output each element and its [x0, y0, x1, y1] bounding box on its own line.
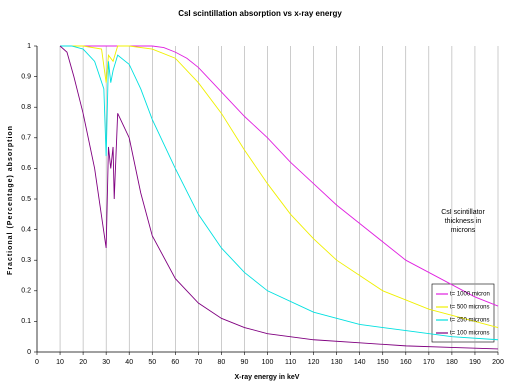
y-tick-label: 0.7: [21, 135, 31, 142]
x-tick-label: 110: [285, 359, 296, 366]
series-line: [59, 45, 499, 350]
x-tick-label: 80: [218, 359, 226, 366]
x-tick-label: 140: [354, 359, 366, 366]
x-tick-label: 30: [102, 359, 110, 366]
x-tick-label: 130: [331, 359, 343, 366]
x-axis-label: X-ray energy in keV: [235, 374, 300, 381]
x-tick-label: 10: [56, 359, 64, 366]
y-tick-label: 0: [27, 349, 31, 356]
y-tick-label: 0.2: [21, 288, 31, 295]
legend-label: t= 100 microns: [450, 331, 490, 337]
y-tick-label: 0.3: [21, 257, 31, 264]
x-tick-label: 160: [400, 359, 412, 366]
x-tick-label: 60: [171, 359, 179, 366]
x-tick-label: 170: [423, 359, 435, 366]
x-tick-label: 40: [125, 359, 133, 366]
x-tick-label: 100: [262, 359, 274, 366]
x-tick-label: 200: [492, 359, 504, 366]
series-line: [60, 45, 499, 307]
legend-label: t= 500 microns: [450, 305, 490, 311]
legend-title: CsI scintillator thickness in microns: [441, 209, 485, 234]
y-tick-label: 1: [27, 43, 31, 50]
y-axis-label: Fractional (Percentage) absorption: [7, 125, 14, 275]
series-line: [60, 45, 499, 328]
x-tick-label: 90: [241, 359, 249, 366]
x-tick-label: 190: [469, 359, 481, 366]
y-tick-label: 0.4: [21, 226, 31, 233]
y-tick-label: 0.1: [21, 318, 31, 325]
legend-label: t= 1000 micron: [450, 292, 490, 298]
x-tick-label: 120: [308, 359, 320, 366]
x-tick-label: 50: [148, 359, 156, 366]
y-tick-label: 0.8: [21, 104, 31, 111]
y-tick-label: 0.6: [21, 165, 31, 172]
legend-label: t= 250 microns: [450, 318, 490, 324]
x-tick-label: 0: [35, 359, 39, 366]
x-tick-label: 180: [446, 359, 458, 366]
x-tick-label: 150: [377, 359, 389, 366]
y-tick-label: 0.9: [21, 73, 31, 80]
x-tick-label: 70: [194, 359, 202, 366]
x-tick-label: 20: [79, 359, 87, 366]
chart-title: CsI scintillation absorption vs x-ray en…: [178, 9, 342, 18]
series-line: [60, 45, 499, 341]
y-tick-label: 0.5: [21, 196, 31, 203]
